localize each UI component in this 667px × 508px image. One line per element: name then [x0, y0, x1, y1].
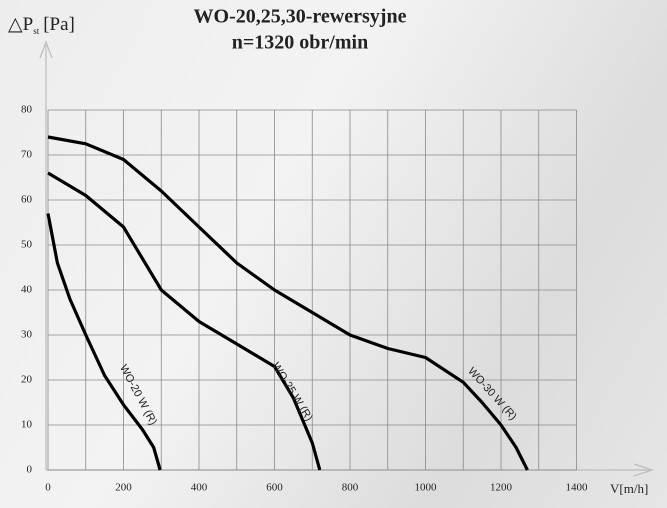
x-tick-label: 1400	[566, 482, 589, 494]
series-line	[47, 171, 322, 471]
x-tick-label: 1000	[415, 482, 438, 494]
series-line	[46, 213, 162, 471]
chart-subtitle: n=1320 obr/min	[232, 32, 368, 54]
chart-title: WO-20,25,30-rewersyjne	[194, 6, 407, 28]
series-line	[47, 135, 529, 471]
y-tick-label: 50	[21, 239, 33, 251]
series-label: WO-25 W (R)	[269, 361, 314, 424]
y-tick-label: 60	[21, 194, 33, 206]
y-label-unit: [Pa]	[43, 14, 75, 35]
y-tick-label: 40	[21, 284, 33, 296]
x-axis-label: V[m/h]	[610, 481, 648, 496]
y-tick-label: 30	[21, 329, 33, 341]
x-tick-label: 400	[191, 482, 208, 494]
y-label-symbol: △P	[8, 14, 33, 35]
y-tick-label: 70	[21, 149, 33, 161]
x-tick-label: 200	[115, 482, 132, 494]
y-axis-label: △Pst [Pa]	[8, 14, 75, 36]
y-tick-label: 0	[27, 464, 33, 476]
x-tick-label: 600	[266, 482, 283, 494]
y-tick-label: 80	[21, 104, 33, 116]
x-tick-label: 1200	[490, 482, 513, 494]
y-tick-label: 20	[21, 374, 33, 386]
y-label-sub: st	[33, 26, 40, 36]
y-tick-label: 10	[21, 419, 33, 431]
x-tick-label: 800	[342, 482, 359, 494]
x-axis-arrow	[633, 463, 654, 477]
x-tick-label: 0	[45, 482, 51, 494]
y-axis-arrow	[39, 40, 53, 59]
